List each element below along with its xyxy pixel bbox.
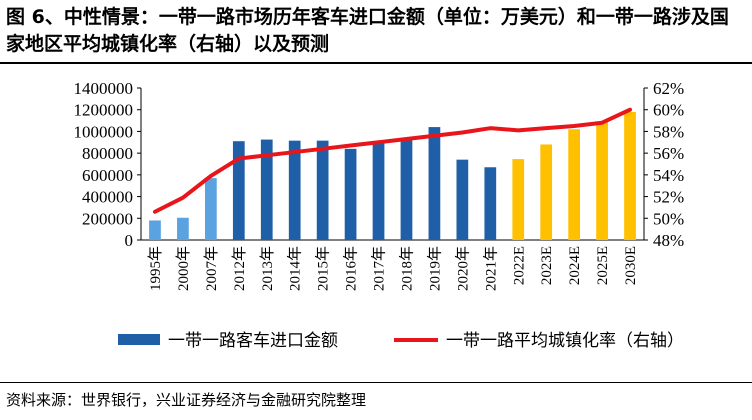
bar bbox=[204, 178, 217, 240]
title-divider bbox=[0, 62, 752, 64]
source-divider bbox=[0, 382, 752, 383]
bar bbox=[372, 143, 385, 240]
x-tick-label: 2014年 bbox=[287, 246, 304, 291]
bar bbox=[568, 129, 581, 240]
x-tick-label: 2000年 bbox=[175, 246, 192, 291]
bar bbox=[400, 139, 413, 240]
x-tick-label: 2021年 bbox=[482, 246, 499, 291]
left-tick-label: 600000 bbox=[82, 166, 133, 185]
chart-title: 图 6、中性情景：一带一路市场历年客车进口金额（单位：万美元）和一带一路涉及国家… bbox=[6, 6, 729, 55]
x-tick-label: 2013年 bbox=[259, 246, 276, 291]
legend-label-line: 一带一路平均城镇化率（右轴） bbox=[446, 331, 684, 351]
right-tick-label: 60% bbox=[653, 101, 684, 120]
bar bbox=[624, 111, 636, 240]
bar bbox=[484, 167, 497, 240]
bar bbox=[596, 121, 608, 240]
bar bbox=[177, 217, 189, 240]
left-tick-label: 1400000 bbox=[74, 79, 134, 98]
right-tick-label: 54% bbox=[653, 166, 684, 185]
legend-swatch-bar bbox=[118, 334, 160, 345]
left-tick-label: 800000 bbox=[82, 144, 133, 163]
right-tick-label: 62% bbox=[653, 79, 684, 98]
left-tick-label: 1200000 bbox=[74, 101, 134, 120]
left-tick-label: 1000000 bbox=[74, 122, 134, 141]
right-tick-label: 56% bbox=[653, 144, 684, 163]
x-tick-label: 2019年 bbox=[426, 246, 443, 291]
bar bbox=[232, 141, 245, 240]
x-tick-label: 2024E bbox=[567, 246, 583, 285]
bar bbox=[456, 159, 469, 240]
x-tick-label: 2015年 bbox=[315, 246, 332, 291]
bar bbox=[540, 144, 553, 240]
bar bbox=[260, 139, 273, 240]
x-tick-label: 2018年 bbox=[398, 246, 415, 291]
legend-label-bar: 一带一路客车进口金额 bbox=[168, 331, 338, 351]
right-tick-label: 50% bbox=[653, 209, 684, 228]
x-tick-label: 2022E bbox=[511, 246, 527, 285]
x-tick-label: 2016年 bbox=[343, 246, 360, 291]
x-tick-label: 1995年 bbox=[147, 246, 164, 291]
bar bbox=[344, 148, 357, 240]
x-tick-label: 2017年 bbox=[371, 246, 388, 291]
x-tick-label: 2030E bbox=[623, 246, 639, 285]
right-tick-label: 48% bbox=[653, 231, 684, 250]
bar bbox=[512, 159, 525, 240]
bar bbox=[149, 220, 161, 240]
left-tick-label: 400000 bbox=[82, 188, 133, 207]
right-tick-label: 52% bbox=[653, 188, 684, 207]
x-tick-label: 2007年 bbox=[203, 246, 220, 291]
left-tick-label: 0 bbox=[125, 231, 134, 250]
bar bbox=[316, 140, 329, 240]
left-tick-label: 200000 bbox=[82, 209, 133, 228]
bar bbox=[428, 127, 441, 240]
source-note: 资料来源：世界银行，兴业证券经济与金融研究院整理 bbox=[6, 391, 367, 409]
bar bbox=[288, 140, 301, 240]
x-tick-label: 2020年 bbox=[454, 246, 471, 291]
urbanization-line bbox=[152, 107, 633, 214]
x-tick-label: 2023E bbox=[539, 246, 555, 285]
x-tick-label: 2025E bbox=[595, 246, 611, 285]
right-tick-label: 58% bbox=[653, 122, 684, 141]
x-tick-label: 2012年 bbox=[231, 246, 248, 291]
